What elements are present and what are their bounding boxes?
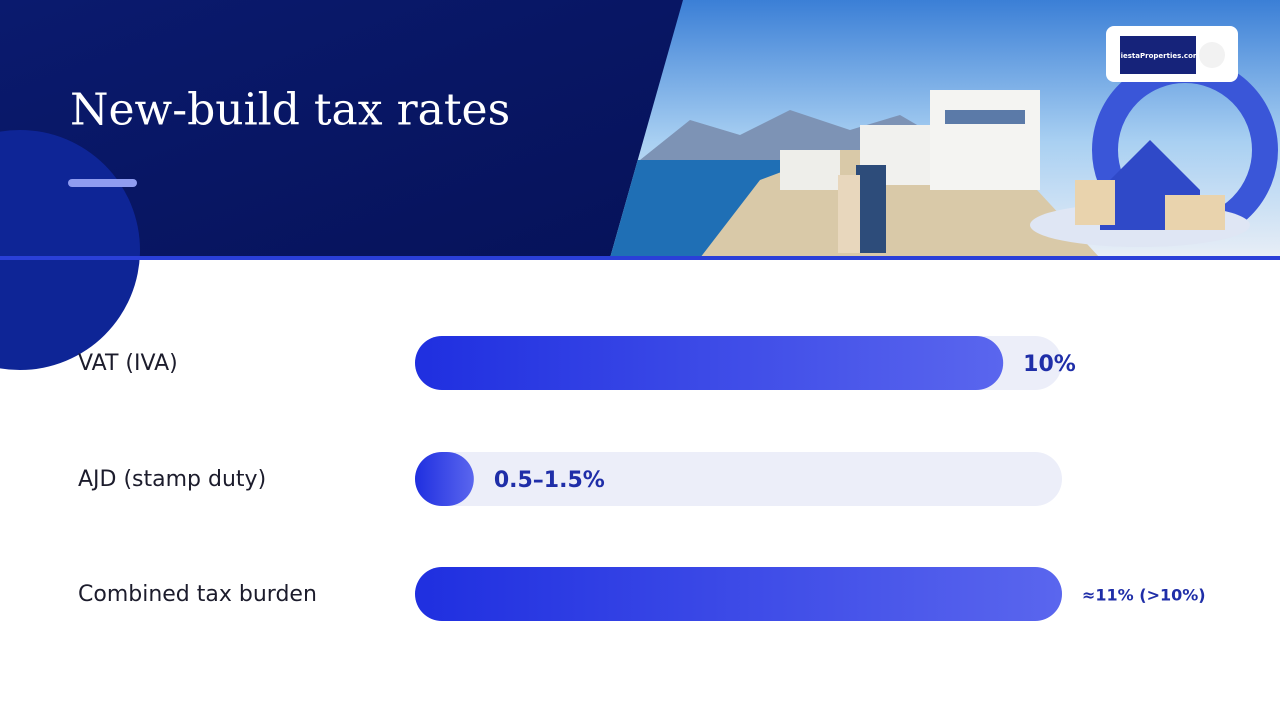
bar-track bbox=[415, 452, 1062, 506]
category-label: VAT (IVA) bbox=[78, 351, 178, 376]
value-label: 0.5–1.5% bbox=[494, 468, 605, 493]
header-circle bbox=[0, 130, 140, 370]
title-accent bbox=[68, 179, 137, 187]
bar bbox=[415, 336, 1004, 390]
title: New-build tax rates bbox=[70, 85, 510, 136]
category-label: AJD (stamp duty) bbox=[78, 467, 266, 492]
category-label: Combined tax burden bbox=[78, 582, 317, 607]
logo: FiestaProperties.com bbox=[1116, 52, 1200, 60]
bar bbox=[415, 567, 1062, 621]
value-label: ≈11% (>10%) bbox=[1082, 586, 1206, 605]
bar bbox=[415, 452, 474, 506]
header-photo bbox=[610, 0, 1280, 258]
logo-dog bbox=[1199, 42, 1225, 68]
header-rule bbox=[0, 256, 1280, 260]
logo-panel bbox=[1120, 36, 1196, 74]
value-label: 10% bbox=[1023, 352, 1076, 377]
